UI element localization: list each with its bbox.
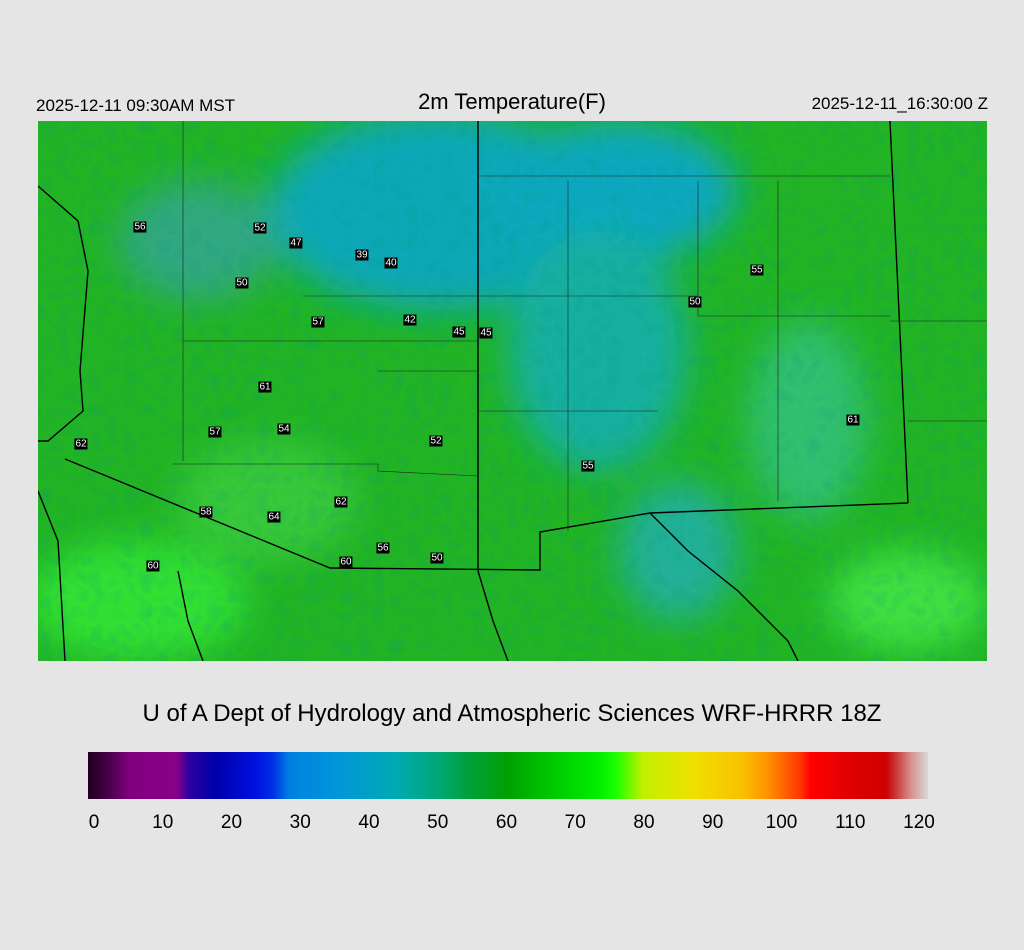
- station-label: 39: [355, 249, 369, 261]
- station-label: 62: [334, 496, 348, 508]
- colorbar-tick-label: 90: [702, 812, 724, 833]
- station-label: 61: [258, 381, 272, 393]
- state-borders: [37, 120, 909, 662]
- station-label: 50: [688, 296, 702, 308]
- colorbar-tick-label: 120: [903, 812, 935, 833]
- station-label: 56: [376, 542, 390, 554]
- model-credit: U of A Dept of Hydrology and Atmospheric…: [142, 700, 882, 727]
- station-label: 58: [199, 506, 213, 518]
- colorbar-tick-label: 100: [765, 812, 798, 833]
- station-label: 55: [581, 460, 595, 472]
- station-label: 45: [452, 326, 466, 338]
- colorbar-tick-label: 110: [835, 812, 866, 833]
- colorbar: [88, 752, 928, 799]
- colorbar-tick-label: 20: [220, 812, 243, 833]
- colorbar-tick-label: 40: [358, 812, 380, 833]
- colorbar-tick-label: 50: [427, 812, 449, 833]
- station-label: 45: [479, 327, 493, 339]
- station-label: 47: [289, 237, 303, 249]
- station-label: 52: [429, 435, 443, 447]
- station-label: 60: [339, 556, 353, 568]
- colorbar-tick-label: 70: [564, 812, 586, 833]
- station-label: 56: [133, 221, 147, 233]
- map-field: [28, 111, 988, 662]
- station-label: 57: [311, 316, 325, 328]
- station-label: 60: [146, 560, 160, 572]
- station-label: 64: [267, 511, 281, 523]
- station-label: 54: [277, 423, 291, 435]
- local-time: 2025-12-11 09:30AM MST: [36, 96, 236, 115]
- station-label: 61: [846, 414, 860, 426]
- station-label: 52: [253, 222, 267, 234]
- colorbar-tick-label: 30: [289, 812, 311, 833]
- colorbar-tick-label: 0: [88, 812, 100, 833]
- station-label: 62: [74, 438, 88, 450]
- station-label: 50: [235, 277, 249, 289]
- station-label: 57: [208, 426, 222, 438]
- station-label: 42: [403, 314, 417, 326]
- station-label: 55: [750, 264, 764, 276]
- utc-time: 2025-12-11_16:30:00 Z: [811, 94, 988, 113]
- temperature-map: 56 52 47 39 40 50 57 42 45 45 61 57 54 6…: [28, 111, 988, 662]
- station-label: 50: [430, 552, 444, 564]
- station-label: 40: [384, 257, 398, 269]
- colorbar-tick-label: 60: [495, 812, 518, 833]
- map-title: 2m Temperature(F): [418, 89, 606, 114]
- colorbar-tick-label: 10: [152, 812, 174, 833]
- colorbar-tick-label: 80: [633, 812, 655, 833]
